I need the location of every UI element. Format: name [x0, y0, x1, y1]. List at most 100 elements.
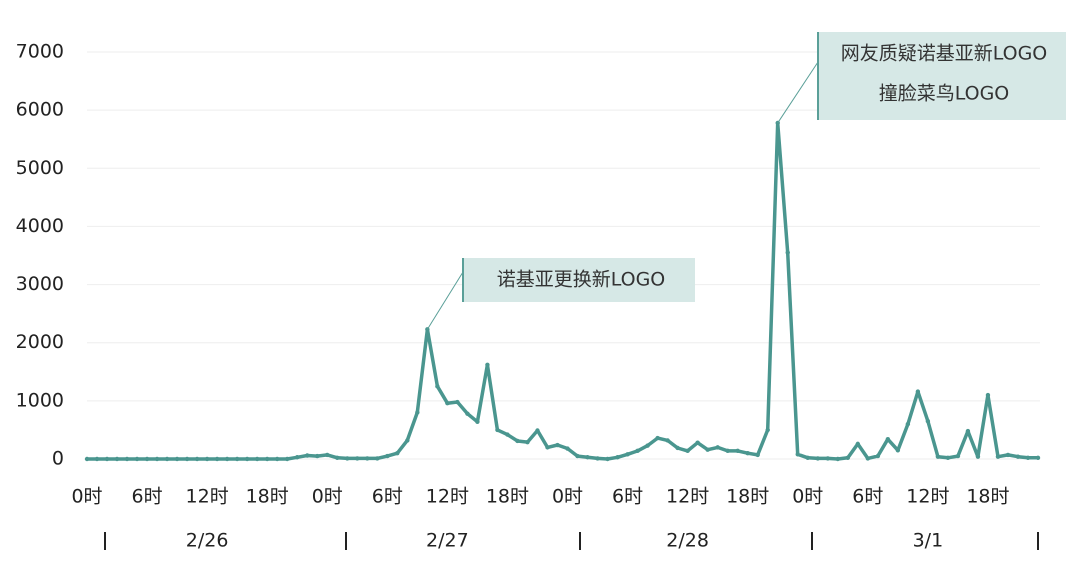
x-tick-label: 12时 [186, 486, 229, 508]
point [865, 456, 871, 461]
group-label: 2/26 [186, 530, 229, 552]
point [565, 446, 570, 451]
point [415, 410, 420, 415]
x-tick-label: 18时 [486, 486, 529, 508]
point [835, 456, 840, 462]
point [505, 432, 510, 437]
point [745, 450, 750, 456]
point [254, 456, 260, 462]
point [144, 456, 150, 462]
point [174, 456, 180, 462]
x-tick-label: 6时 [612, 486, 643, 508]
annotation-box [463, 258, 695, 302]
point [515, 438, 520, 444]
point [285, 456, 290, 462]
point [214, 456, 220, 462]
point [975, 454, 981, 459]
annotation-pointer [426, 271, 464, 330]
point [164, 456, 170, 462]
y-tick-label: 3000 [16, 273, 64, 295]
group-label: 2/27 [426, 530, 469, 552]
point [915, 389, 921, 394]
point [1025, 455, 1031, 461]
point [124, 456, 130, 462]
point [635, 448, 640, 454]
point [1035, 455, 1041, 461]
point [224, 456, 230, 462]
x-tick-label: 12时 [906, 486, 949, 508]
point [1015, 454, 1021, 459]
point [154, 456, 160, 462]
point [1005, 452, 1011, 458]
point [465, 411, 470, 416]
point [965, 428, 971, 434]
point [234, 456, 240, 462]
point [305, 453, 310, 458]
x-tick-label: 18时 [726, 486, 769, 508]
y-tick-label: 4000 [16, 215, 64, 237]
point [805, 455, 810, 461]
point [365, 456, 370, 461]
x-tick-label: 18时 [966, 486, 1009, 508]
annotation-text: 撞脸菜鸟LOGO [879, 83, 1010, 105]
y-tick-label: 7000 [16, 41, 64, 63]
point [275, 456, 280, 462]
point [715, 445, 720, 450]
point [695, 440, 700, 445]
point [855, 441, 861, 447]
point [244, 456, 250, 462]
point [785, 250, 790, 255]
annotation-text: 网友质疑诺基亚新LOGO [841, 43, 1048, 65]
point [445, 400, 450, 406]
point [985, 392, 991, 398]
annotation-text: 诺基亚更换新LOGO [497, 269, 666, 291]
point [455, 399, 460, 405]
point [545, 445, 550, 450]
y-tick-label: 2000 [16, 331, 64, 353]
point [495, 427, 500, 433]
point [935, 454, 941, 459]
point [535, 428, 540, 433]
point [84, 456, 90, 462]
point [885, 437, 891, 442]
x-tick-label: 0时 [792, 486, 823, 508]
point [735, 448, 740, 454]
point [345, 456, 350, 461]
point [655, 435, 660, 441]
x-tick-label: 6时 [132, 486, 163, 508]
y-tick-label: 0 [52, 448, 64, 470]
x-tick-label: 6时 [372, 486, 403, 508]
x-tick-label: 0时 [71, 486, 102, 508]
point [94, 456, 100, 462]
point [315, 453, 320, 459]
point [555, 442, 560, 448]
point [625, 452, 630, 457]
point [995, 454, 1001, 459]
point [134, 456, 140, 462]
point [575, 453, 580, 459]
point [485, 362, 490, 368]
point [405, 438, 410, 443]
point [114, 456, 120, 462]
point [665, 438, 670, 443]
point [645, 443, 650, 448]
point [675, 445, 680, 451]
point [435, 384, 440, 389]
x-tick-label: 0时 [552, 486, 583, 508]
point [184, 456, 190, 462]
point [825, 456, 830, 461]
x-tick-label: 6时 [852, 486, 883, 508]
point [755, 452, 760, 458]
point [875, 453, 881, 459]
point [335, 455, 340, 461]
point [355, 456, 360, 461]
point [525, 439, 530, 445]
point [104, 456, 110, 462]
point [375, 456, 380, 461]
point [395, 450, 400, 456]
point [615, 455, 620, 460]
point [204, 456, 210, 462]
point [295, 455, 300, 460]
point [815, 456, 820, 461]
